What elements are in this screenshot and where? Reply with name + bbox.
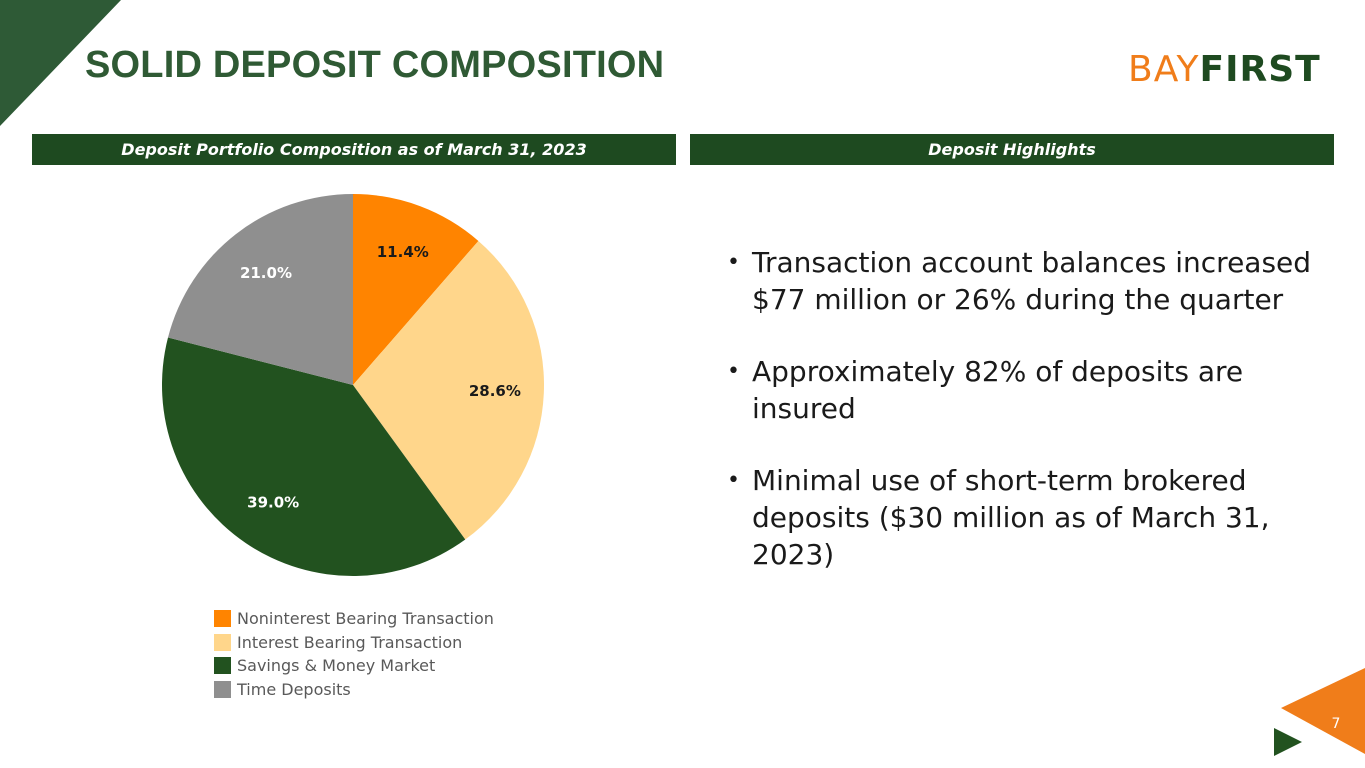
chart-section-header: Deposit Portfolio Composition as of Marc…	[32, 134, 676, 165]
pie-slice	[161, 337, 466, 577]
legend-item: Interest Bearing Transaction	[214, 631, 494, 655]
highlights-section-header: Deposit Highlights	[690, 134, 1334, 165]
legend-swatch	[214, 680, 231, 698]
pie-data-label: 28.6%	[469, 382, 521, 400]
legend-item: Savings & Money Market	[214, 654, 494, 678]
legend-label: Savings & Money Market	[237, 656, 436, 676]
pie-slice	[353, 240, 544, 540]
highlight-text: Minimal use of short-term brokered depos…	[752, 464, 1270, 571]
highlight-item: • Minimal use of short-term brokered depo…	[727, 462, 1327, 573]
legend-item: Time Deposits	[214, 678, 494, 702]
pie-data-label: 39.0%	[247, 493, 299, 511]
bullet-icon: •	[727, 468, 740, 493]
highlight-text: Approximately 82% of deposits are insure…	[752, 355, 1244, 425]
legend-swatch	[214, 633, 231, 651]
pie-data-label: 21.0%	[240, 264, 292, 282]
pie-slice	[353, 194, 479, 385]
page-title: SOLID DEPOSIT COMPOSITION	[85, 44, 665, 86]
highlight-item: • Approximately 82% of deposits are insur…	[727, 353, 1327, 427]
bullet-icon: •	[727, 250, 740, 275]
highlight-text: Transaction account balances increased $…	[752, 246, 1312, 316]
logo-first-text: FIRST	[1199, 49, 1321, 90]
legend-item: Noninterest Bearing Transaction	[214, 607, 494, 631]
page-number: 7	[1331, 716, 1341, 732]
pie-slice	[168, 194, 353, 385]
chart-legend: Noninterest Bearing Transaction Interest …	[214, 607, 494, 701]
legend-label: Interest Bearing Transaction	[237, 632, 463, 652]
deposit-pie-chart: 11.4% 28.6% 39.0% 21.0%	[161, 194, 544, 577]
highlight-item: • Transaction account balances increased …	[727, 244, 1327, 318]
corner-decoration-top-left	[0, 0, 121, 126]
bayfirst-logo: BAYFIRST	[1128, 50, 1321, 90]
corner-decoration-bottom-right	[1274, 668, 1365, 756]
pie-data-label: 11.4%	[377, 243, 429, 261]
legend-label: Noninterest Bearing Transaction	[237, 609, 494, 629]
deposit-highlights-list: • Transaction account balances increased …	[727, 244, 1327, 608]
legend-swatch	[214, 610, 231, 628]
bullet-icon: •	[727, 359, 740, 384]
logo-bay-text: BAY	[1128, 49, 1200, 90]
legend-swatch	[214, 657, 231, 675]
legend-label: Time Deposits	[237, 679, 351, 699]
